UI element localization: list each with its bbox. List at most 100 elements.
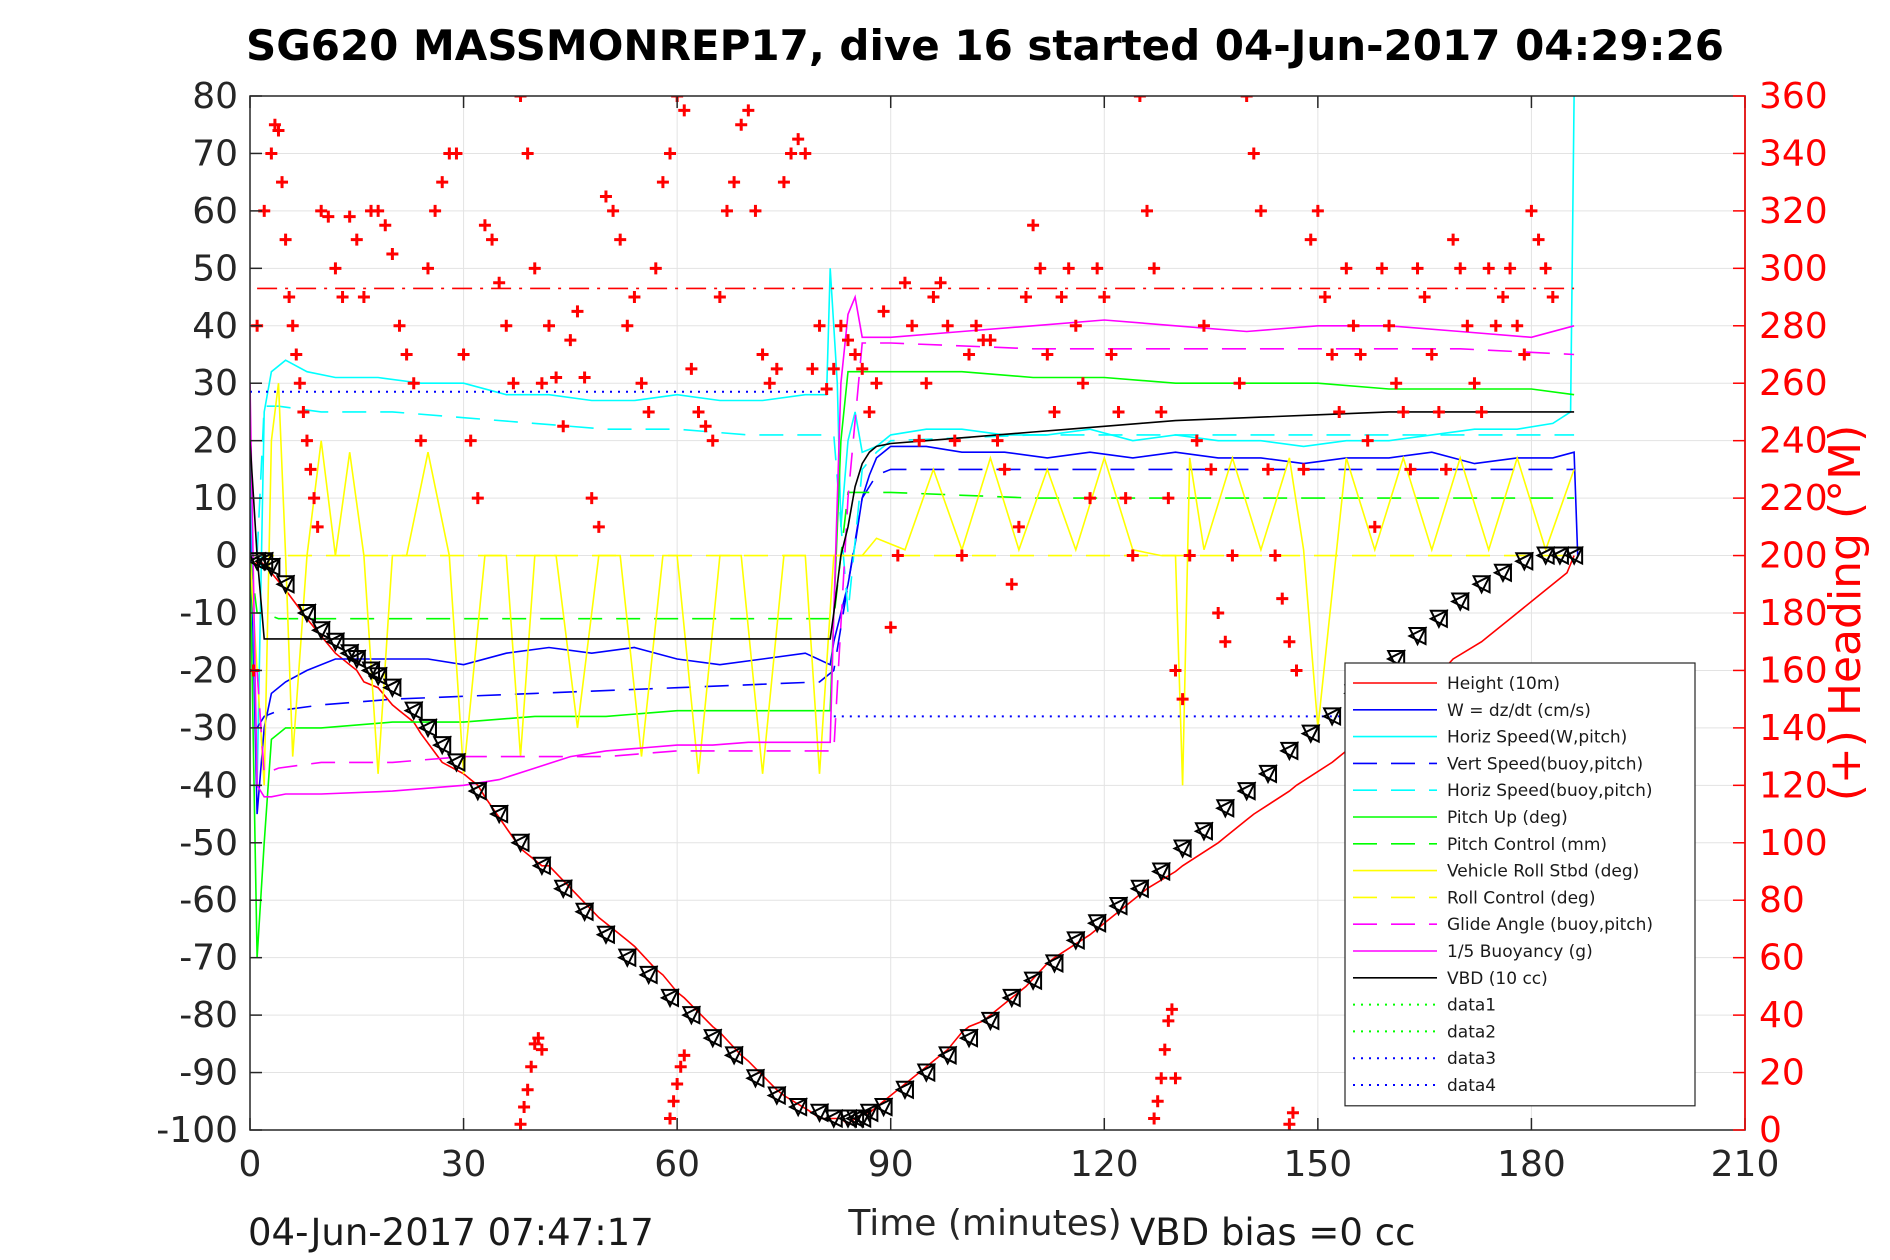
depth-marker [1215,799,1235,819]
heading-point [1290,664,1303,677]
y2-tick-label: 320 [1759,191,1828,232]
legend-label-data2: data2 [1447,1022,1496,1042]
heading-point [1126,549,1139,562]
depth-marker-alt [1236,781,1256,801]
heading-point [315,204,328,217]
depth-marker [311,621,331,641]
y2-tick-label: 280 [1759,306,1828,347]
depth-marker-alt [275,574,295,594]
heading-point [429,204,442,217]
heading-point [1383,319,1396,332]
y-tick-label: 80 [192,76,238,117]
legend-label-pitch-control-mm: Pitch Control (mm) [1447,835,1607,855]
heading-point [372,204,385,217]
heading-point [279,233,292,246]
heading-point [991,434,1004,447]
heading-point [671,1078,684,1091]
heading-point [286,319,299,332]
depth-marker [382,678,402,698]
heading-point [1158,1043,1171,1056]
depth-marker-alt [261,557,281,577]
depth-marker-alt [1321,706,1342,727]
depth-marker [432,736,452,756]
heading-point [518,1101,531,1114]
depth-marker [275,575,296,595]
heading-point [799,147,812,160]
heading-point [557,420,570,433]
depth-marker-alt [346,649,366,669]
y-tick-label: -40 [179,765,238,806]
depth-marker [553,879,573,899]
depth-marker-alt [1044,953,1064,974]
depth-marker-alt [766,1085,786,1106]
depth-marker-alt [681,1005,701,1025]
depth-marker [1322,707,1342,727]
heading-point [656,176,669,189]
heading-point [521,147,534,160]
heading-point [571,305,584,318]
depth-marker [1471,575,1492,595]
heading-point [934,276,947,289]
heading-point [1326,348,1339,361]
heading-point [998,463,1011,476]
depth-marker [1108,896,1129,917]
depth-marker-alt [937,1045,957,1065]
depth-marker [980,1011,1000,1032]
heading-point [599,190,612,203]
depth-marker-alt [844,1108,865,1129]
heading-point [407,377,420,390]
heading-point [421,262,434,275]
heading-point [742,104,755,117]
depth-marker-alt [873,1097,893,1117]
heading-point [1148,1112,1161,1125]
heading-point [667,1095,680,1108]
heading-point [290,348,303,361]
depth-marker-alt [1450,591,1470,612]
heading-point [856,362,869,375]
heading-point [678,1049,691,1062]
depth-marker [1536,546,1556,566]
heading-point [450,147,463,160]
legend-label-data1: data1 [1447,996,1496,1016]
heading-point [827,362,840,375]
depth-marker [1550,546,1570,566]
heading-point [528,262,541,275]
heading-point [1418,291,1431,304]
heading-point [1368,520,1381,533]
depth-marker-alt [360,660,381,681]
depth-marker [1044,954,1065,974]
heading-point [1240,96,1253,102]
depth-marker [1493,563,1513,584]
heading-point [1432,405,1445,418]
heading-point [1105,348,1118,361]
heading-point [304,463,317,476]
heading-point [884,621,897,634]
depth-marker [1002,988,1022,1009]
heading-point [357,291,370,304]
depth-marker [1087,914,1107,934]
heading-point [1197,319,1210,332]
heading-point [535,1043,548,1056]
heading-point [1340,262,1353,275]
heading-point [1069,319,1082,332]
x-axis-label: Time (minutes) [847,1203,1121,1244]
heading-point [393,319,406,332]
depth-marker [1130,879,1150,899]
heading-point [984,334,997,347]
depth-marker-alt [431,735,452,755]
footer-timestamp: 04-Jun-2017 07:47:17 [248,1211,654,1254]
depth-marker [325,632,346,652]
depth-marker [745,1069,766,1089]
heading-point [635,377,648,390]
heading-point [1475,405,1488,418]
heading-point [1318,291,1331,304]
heading-point [1276,592,1289,605]
heading-point [272,124,285,137]
heading-point [457,348,470,361]
depth-marker-alt [510,833,530,853]
heading-point [1019,291,1032,304]
heading-point [1162,1014,1175,1027]
depth-marker [261,558,281,578]
heading-point [1062,262,1075,275]
heading-point [1183,549,1196,562]
